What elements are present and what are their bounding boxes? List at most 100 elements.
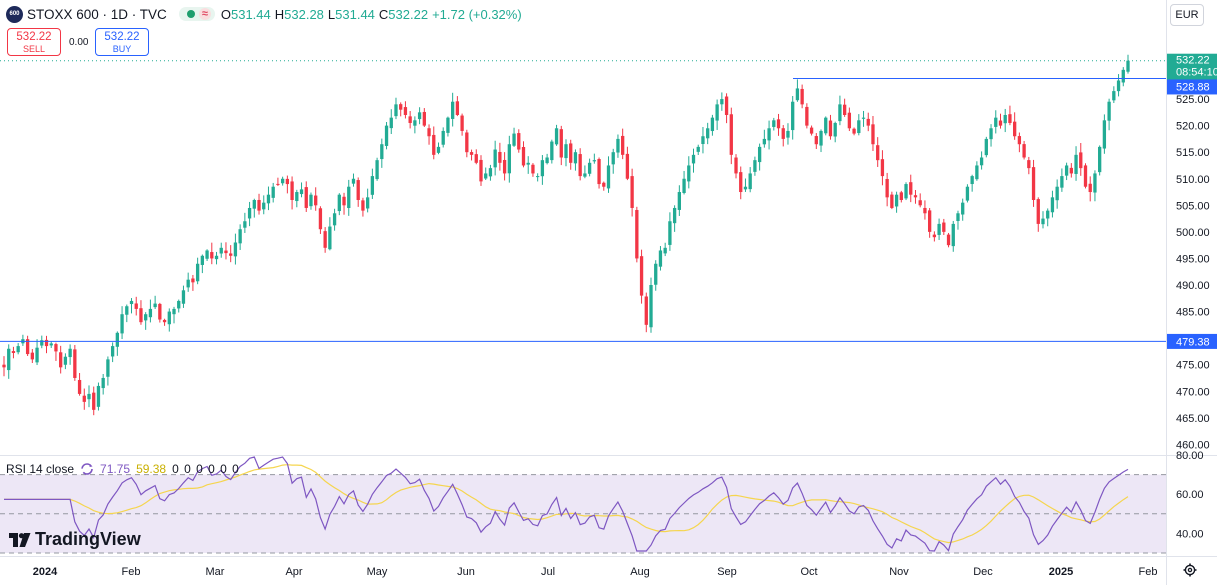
line2-price-badge[interactable]	[1167, 333, 1217, 349]
candle-body	[40, 340, 44, 346]
candle-body	[847, 112, 852, 129]
candle-body	[271, 186, 275, 198]
candle-body	[16, 346, 20, 353]
candle-body	[606, 165, 611, 189]
line1-price-label: 528.88	[1176, 81, 1210, 93]
candle-body	[932, 234, 937, 238]
price-tick-label: 510.00	[1176, 174, 1210, 186]
candle-body	[979, 157, 984, 166]
candle-body	[573, 152, 578, 164]
time-axis-label: Mar	[206, 566, 225, 578]
buy-button[interactable]: 532.22 BUY	[95, 28, 149, 56]
candle-body	[399, 104, 403, 110]
candle-body	[148, 308, 153, 318]
candle-body	[469, 152, 474, 155]
candle-body	[181, 290, 186, 304]
line1-price-badge[interactable]	[1167, 79, 1217, 95]
symbol-title[interactable]: STOXX 600 · 1D · TVC	[27, 6, 167, 22]
current-price-badge[interactable]	[1167, 53, 1217, 80]
candle-body	[965, 186, 970, 201]
candle-body	[403, 107, 408, 115]
price-tick-label: 495.00	[1176, 253, 1210, 265]
candle-body	[512, 133, 516, 146]
candle-body	[791, 101, 795, 131]
candle-body	[781, 128, 785, 139]
candle-body	[1036, 199, 1040, 224]
sell-price: 532.22	[16, 31, 52, 43]
candle-body	[224, 250, 228, 254]
candle-body	[195, 263, 200, 282]
price-scale[interactable]: 525.00 520.00 515.00 510.00 505.00 500.00 495.…	[1167, 53, 1217, 452]
candle-body	[441, 130, 445, 145]
candle-body	[266, 194, 271, 204]
candle-body	[314, 195, 318, 206]
candle-body	[809, 127, 814, 134]
candle-body	[852, 128, 856, 134]
time-axis-label: Jun	[457, 566, 475, 578]
symbol-logo-icon[interactable]: 600	[6, 5, 23, 23]
candle-body	[894, 194, 899, 207]
candle-body	[521, 146, 526, 166]
candle-body	[1008, 114, 1012, 123]
candle-body	[814, 136, 818, 145]
candle-body	[502, 159, 507, 174]
sync-icon[interactable]	[80, 462, 94, 476]
candle-body	[706, 128, 710, 139]
rsi-title[interactable]: RSI 14 close	[6, 462, 75, 476]
candle-body	[408, 116, 412, 123]
close-value: 532.22	[388, 6, 429, 22]
tradingview-logo[interactable]: TradingView	[9, 529, 141, 550]
candle-body	[243, 221, 247, 228]
rsi-legend: RSI 14 close 71.75 59.38 0 0 0 0 0 0	[6, 462, 240, 476]
gear-icon[interactable]	[1183, 563, 1197, 577]
candle-body	[654, 263, 658, 285]
candle-body	[484, 173, 488, 179]
candle-body	[682, 178, 686, 194]
candle-body	[1050, 197, 1055, 213]
rsi-tick-label: 60.00	[1176, 489, 1204, 501]
sell-label: SELL	[22, 44, 46, 54]
candle-body	[2, 364, 6, 368]
candle-body	[795, 88, 800, 101]
low-value: 531.44	[335, 6, 375, 22]
candle-body	[536, 176, 540, 178]
candle-body	[436, 146, 441, 153]
time-axis-label: Nov	[889, 566, 909, 578]
candle-body	[375, 160, 379, 180]
candle-body	[280, 178, 285, 184]
candle-body	[592, 160, 596, 162]
candle-body	[975, 165, 979, 180]
open-label: O	[220, 6, 231, 22]
candle-body	[786, 130, 790, 138]
price-tick-label: 515.00	[1176, 147, 1210, 159]
candle-body	[956, 213, 960, 222]
candle-body	[668, 221, 672, 245]
candle-body	[82, 395, 86, 402]
candle-body	[219, 247, 223, 254]
candle-body	[384, 125, 389, 146]
market-status[interactable]: ≈	[178, 7, 215, 21]
candle-body	[1046, 210, 1050, 219]
candle-body	[1055, 186, 1059, 201]
time-axis-label: Feb	[1139, 566, 1158, 578]
sell-button[interactable]: 532.22 SELL	[7, 28, 61, 56]
candle-body	[35, 347, 39, 363]
candle-body	[866, 118, 870, 126]
candle-body	[918, 200, 922, 206]
price-tick-label: 490.00	[1176, 280, 1210, 292]
buy-label: BUY	[112, 44, 132, 54]
candle-body	[517, 133, 521, 150]
candle-body	[451, 101, 455, 119]
time-axis[interactable]: 2024 Feb Mar Apr May Jun Jul Aug Sep Oct Nov Dec 202…	[33, 566, 1158, 578]
rsi-tick-label: 40.00	[1176, 528, 1204, 540]
candle-body	[177, 300, 181, 309]
currency-selector[interactable]: EUR	[1170, 4, 1204, 26]
candle-body	[455, 101, 460, 115]
candle-body	[134, 303, 138, 309]
candle-body	[828, 120, 833, 137]
candle-body	[1088, 183, 1092, 193]
horizontal-lines[interactable]	[0, 60, 1166, 342]
candle-body	[757, 146, 762, 163]
candle-body	[238, 229, 242, 244]
